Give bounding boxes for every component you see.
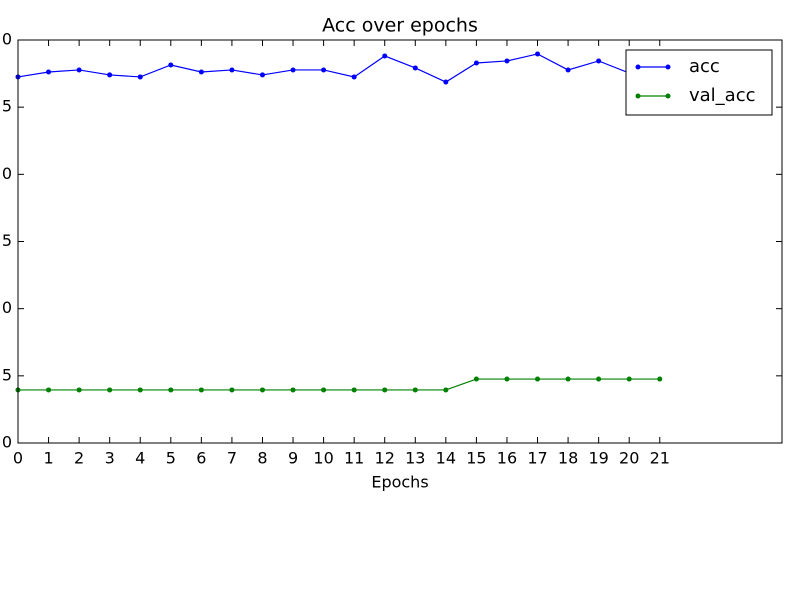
data-point: [46, 387, 52, 393]
data-point: [198, 69, 204, 75]
legend-marker: [635, 93, 641, 99]
series-line: [17, 53, 660, 83]
x-axis-label: Epochs: [371, 473, 428, 492]
x-tick-label: 6: [196, 449, 206, 468]
chart-title: Acc over epochs: [322, 15, 478, 37]
x-tick-label: 9: [288, 449, 298, 468]
x-tick-label: 19: [588, 449, 608, 468]
x-tick-label: 3: [105, 449, 115, 468]
data-point: [107, 387, 113, 393]
legend-marker: [665, 64, 671, 70]
legend-marker: [665, 93, 671, 99]
y-tick-label: 5: [2, 231, 12, 250]
x-tick-label: 20: [619, 449, 639, 468]
y-tick-label: 0: [2, 433, 12, 452]
legend-label: acc: [689, 56, 720, 77]
x-tick-label: 12: [375, 449, 395, 468]
x-tick-label: 16: [497, 449, 517, 468]
data-point: [443, 387, 449, 393]
data-point: [535, 51, 541, 57]
data-point: [198, 387, 204, 393]
legend-box: [625, 49, 773, 116]
data-point: [351, 74, 357, 80]
data-point: [290, 387, 296, 393]
data-point: [596, 376, 602, 382]
data-point: [321, 387, 327, 393]
legend: acc val_acc: [625, 49, 773, 116]
x-tick-label: 0: [13, 449, 23, 468]
data-point: [565, 376, 571, 382]
x-tick-label: 10: [313, 449, 333, 468]
data-point: [626, 376, 632, 382]
x-tick-label: 14: [436, 449, 456, 468]
x-tick-label: 18: [558, 449, 578, 468]
x-tick-label: 21: [650, 449, 670, 468]
x-tick-label: 2: [74, 449, 84, 468]
data-point: [473, 376, 479, 382]
y-tick-label: 0: [2, 30, 12, 49]
y-tick-label: 0: [2, 298, 12, 317]
data-point: [535, 376, 541, 382]
data-point: [137, 74, 143, 80]
data-point: [443, 79, 449, 85]
y-tick-label: 5: [2, 365, 12, 384]
x-tick-label: 15: [466, 449, 486, 468]
data-point: [76, 387, 82, 393]
legend-marker: [635, 64, 641, 70]
data-point: [412, 65, 418, 71]
data-point: [259, 72, 265, 78]
plot-frame: [17, 39, 783, 444]
x-tick-label: 1: [43, 449, 53, 468]
data-point: [107, 72, 113, 78]
x-tick-label: 4: [135, 449, 145, 468]
data-point: [46, 69, 52, 75]
x-tick-label: 5: [166, 449, 176, 468]
x-tick-label: 13: [405, 449, 425, 468]
x-tick-label: 17: [527, 449, 547, 468]
data-point: [596, 58, 602, 64]
data-point: [382, 387, 388, 393]
y-tick-label: 5: [2, 97, 12, 116]
x-tick-label: 7: [227, 449, 237, 468]
data-point: [168, 387, 174, 393]
data-point: [229, 67, 235, 73]
data-point: [412, 387, 418, 393]
data-point: [565, 67, 571, 73]
data-point: [504, 58, 510, 64]
legend-label: val_acc: [689, 85, 756, 106]
data-point: [137, 387, 143, 393]
data-point: [382, 53, 388, 59]
data-point: [504, 376, 510, 382]
series-line: [18, 378, 660, 391]
data-point: [321, 67, 327, 73]
data-point: [290, 67, 296, 73]
data-point: [351, 387, 357, 393]
y-tick-label: 0: [2, 164, 12, 183]
data-point: [168, 62, 174, 68]
data-point: [657, 376, 663, 382]
data-point: [76, 67, 82, 73]
data-point: [229, 387, 235, 393]
x-tick-label: 8: [257, 449, 267, 468]
x-tick-label: 11: [344, 449, 364, 468]
data-point: [473, 60, 479, 66]
data-point: [259, 387, 265, 393]
